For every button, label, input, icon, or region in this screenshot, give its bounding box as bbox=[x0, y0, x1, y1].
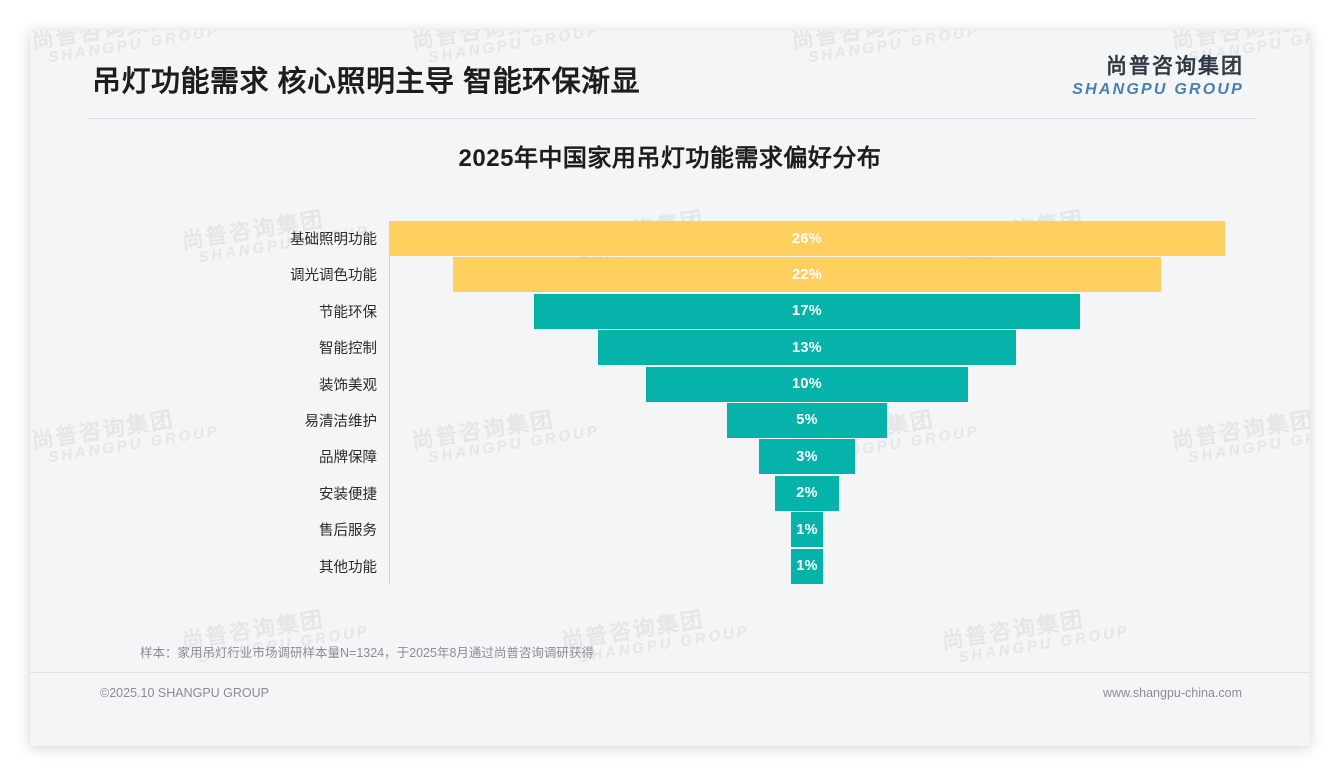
bar-value-label: 1% bbox=[796, 521, 818, 538]
chart-row: 装饰美观 10% bbox=[115, 366, 1225, 402]
category-label: 节能环保 bbox=[319, 304, 377, 321]
bar-track: 22% bbox=[389, 257, 1225, 293]
watermark-en: SHANGPU GROUP bbox=[957, 622, 1131, 667]
bar-value-label: 3% bbox=[796, 448, 818, 465]
bar-value-label: 22% bbox=[792, 266, 822, 283]
bar-track: 3% bbox=[389, 439, 1225, 475]
category-label: 安装便捷 bbox=[319, 486, 377, 503]
category-label: 装饰美观 bbox=[319, 377, 377, 394]
bar-value-label: 17% bbox=[792, 303, 822, 320]
chart-bar[interactable]: 1% bbox=[790, 548, 824, 584]
chart-row: 品牌保障 3% bbox=[115, 439, 1225, 475]
chart-bar[interactable]: 2% bbox=[774, 475, 840, 511]
bar-track: 13% bbox=[389, 330, 1225, 366]
logo-cn-text: 尚普咨询集团 bbox=[1106, 55, 1244, 78]
chart-bar[interactable]: 26% bbox=[389, 221, 1225, 256]
chart-bar[interactable]: 3% bbox=[758, 439, 856, 475]
chart-row: 易清洁维护 5% bbox=[115, 402, 1225, 438]
category-label: 售后服务 bbox=[319, 523, 377, 540]
logo-en-text: SHANGPU GROUP bbox=[1072, 81, 1244, 99]
chart-title: 2025年中国家用吊灯功能需求偏好分布 bbox=[458, 145, 882, 172]
category-label: 其他功能 bbox=[319, 559, 377, 576]
chart-bar[interactable]: 5% bbox=[726, 402, 888, 438]
bar-track: 1% bbox=[389, 548, 1225, 584]
brand-logo: 尚普咨询集团 SHANGPU GROUP bbox=[1072, 55, 1244, 99]
watermark-en: SHANGPU GROUP bbox=[577, 622, 751, 667]
bar-value-label: 1% bbox=[796, 558, 818, 575]
bar-track: 1% bbox=[389, 512, 1225, 548]
chart-container: 2025年中国家用吊灯功能需求偏好分布 基础照明功能 26% 调光调色功能 22% 节能… bbox=[30, 138, 1310, 585]
bar-value-label: 13% bbox=[792, 339, 822, 356]
chart-row: 调光调色功能 22% bbox=[115, 257, 1225, 293]
bar-value-label: 26% bbox=[792, 230, 822, 247]
sample-footnote: 样本：家用吊灯行业市场调研样本量N=1324，于2025年8月通过尚普咨询调研获… bbox=[140, 646, 594, 660]
footer-divider bbox=[30, 672, 1310, 673]
website-link[interactable]: www.shangpu-china.com bbox=[1103, 686, 1242, 700]
bar-track: 5% bbox=[389, 402, 1225, 438]
bar-track: 17% bbox=[389, 293, 1225, 329]
category-axis-line bbox=[389, 221, 390, 585]
chart-row: 售后服务 1% bbox=[115, 512, 1225, 548]
bar-value-label: 5% bbox=[796, 412, 818, 429]
bar-track: 10% bbox=[389, 366, 1225, 402]
bar-value-label: 10% bbox=[792, 376, 822, 393]
category-label: 调光调色功能 bbox=[290, 268, 377, 285]
funnel-chart: 基础照明功能 26% 调光调色功能 22% 节能环保 17% 智能控制 13% 装饰美观 10% 易… bbox=[115, 221, 1225, 585]
chart-row: 安装便捷 2% bbox=[115, 475, 1225, 511]
chart-bar[interactable]: 1% bbox=[790, 512, 824, 548]
chart-bar[interactable]: 17% bbox=[533, 293, 1081, 329]
chart-row: 节能环保 17% bbox=[115, 293, 1225, 329]
slide-footer: ©2025.10 SHANGPU GROUP www.shangpu-china… bbox=[30, 673, 1310, 746]
slide-card: 尚普咨询集团 SHANGPU GROUP 尚普咨询集团 SHANGPU GROUP 尚普… bbox=[30, 30, 1310, 746]
category-label: 智能控制 bbox=[319, 341, 377, 358]
category-label: 品牌保障 bbox=[319, 450, 377, 467]
category-label: 基础照明功能 bbox=[290, 232, 377, 248]
bar-track: 2% bbox=[389, 475, 1225, 511]
chart-row: 智能控制 13% bbox=[115, 330, 1225, 366]
watermark-cn: 尚普咨询集团 bbox=[939, 606, 1086, 654]
chart-row: 基础照明功能 26% bbox=[115, 221, 1225, 256]
page-title: 吊灯功能需求 核心照明主导 智能环保渐显 bbox=[92, 66, 641, 98]
category-label: 易清洁维护 bbox=[304, 413, 378, 430]
copyright-text: ©2025.10 SHANGPU GROUP bbox=[100, 686, 269, 700]
bar-track: 26% bbox=[389, 221, 1225, 256]
chart-row: 其他功能 1% bbox=[115, 548, 1225, 584]
chart-rows: 基础照明功能 26% 调光调色功能 22% 节能环保 17% 智能控制 13% 装饰美观 10% 易… bbox=[115, 221, 1225, 585]
chart-bar[interactable]: 10% bbox=[646, 366, 968, 402]
bar-value-label: 2% bbox=[796, 485, 818, 502]
chart-bar[interactable]: 13% bbox=[598, 330, 1016, 366]
chart-bar[interactable]: 22% bbox=[453, 257, 1161, 293]
slide-header: 吊灯功能需求 核心照明主导 智能环保渐显 尚普咨询集团 SHANGPU GROU… bbox=[30, 30, 1310, 122]
header-divider bbox=[88, 118, 1256, 119]
